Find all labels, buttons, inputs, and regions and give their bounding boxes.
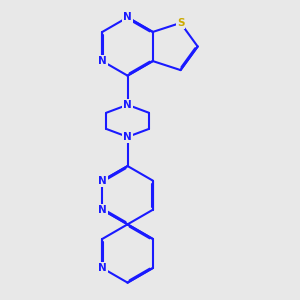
Text: S: S [177,18,184,28]
Text: N: N [98,263,107,273]
Text: N: N [98,205,107,215]
Text: N: N [98,176,107,186]
Text: N: N [123,12,132,22]
Text: N: N [98,56,107,66]
Text: N: N [123,132,132,142]
Text: N: N [123,100,132,110]
